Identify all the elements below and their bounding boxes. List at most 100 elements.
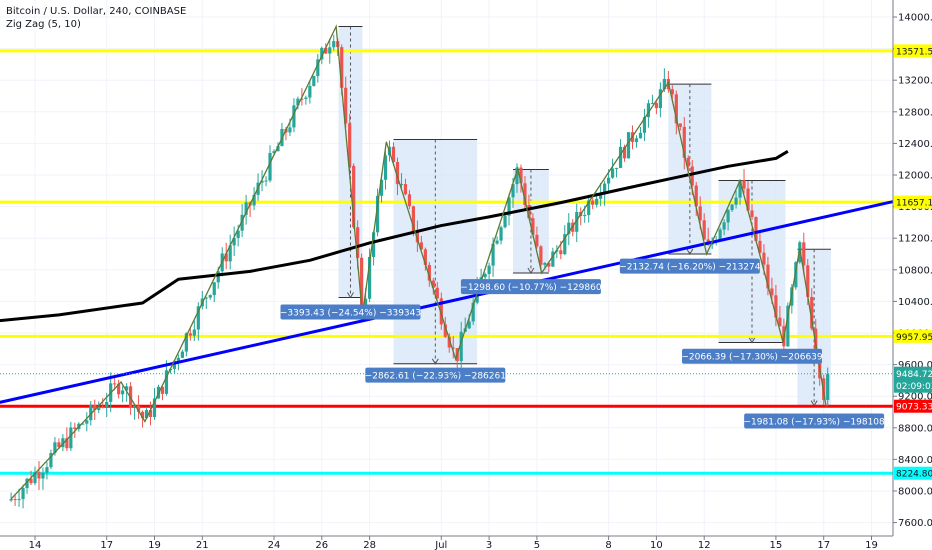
- candle-body: [192, 329, 196, 336]
- candle-body: [503, 215, 507, 228]
- candle-body: [658, 89, 662, 109]
- candle-body: [276, 146, 280, 152]
- trendline[interactable]: [0, 189, 932, 416]
- candle-body: [750, 210, 754, 218]
- candle-body: [551, 251, 555, 267]
- candle-body: [160, 386, 165, 394]
- candle-body: [607, 177, 611, 184]
- candle-body: [742, 180, 746, 189]
- candle-body: [375, 195, 380, 233]
- candle-body: [61, 438, 65, 448]
- candle-body: [65, 438, 69, 449]
- candle-body: [132, 405, 137, 408]
- candle-body: [228, 245, 232, 262]
- candle-body: [81, 423, 85, 425]
- y-tick-label: 11200.00: [898, 234, 932, 245]
- candle-body: [53, 442, 57, 454]
- candle-body: [622, 146, 627, 159]
- candle-body: [814, 328, 818, 352]
- y-tick-label: 8000.00: [898, 487, 932, 498]
- level-tag-label: 13571.57: [896, 47, 932, 57]
- candle-body: [264, 180, 268, 182]
- candle-body: [240, 214, 244, 231]
- x-tick-label: 28: [363, 540, 376, 550]
- candle-body: [348, 123, 352, 166]
- measure-label-text: −2862.61 (−22.93%) −286261: [365, 372, 506, 382]
- candle-body: [140, 411, 145, 419]
- candle-body: [431, 280, 435, 288]
- candle-body: [105, 401, 109, 407]
- candle-body: [324, 47, 328, 54]
- candle-body: [618, 146, 623, 168]
- candle-body: [136, 405, 141, 412]
- candle-body: [778, 317, 782, 327]
- candle-body: [459, 331, 463, 362]
- measure-arrow-head: [431, 358, 439, 365]
- y-tick-label: 8800.00: [898, 423, 932, 434]
- candle-body: [176, 357, 180, 361]
- y-tick-label: 13200.00: [898, 76, 932, 87]
- measure-arrow-head: [686, 248, 694, 255]
- measure-arrow-head: [347, 292, 354, 299]
- candle-body: [49, 453, 53, 468]
- measure-label-text: −2132.74 (−16.20%) −213274: [619, 263, 761, 273]
- candle-body: [563, 234, 567, 255]
- candle-body: [144, 410, 149, 419]
- candle-body: [360, 257, 364, 311]
- candle-body: [487, 265, 491, 274]
- candle-body: [662, 78, 666, 90]
- candle-body: [411, 206, 416, 232]
- candle-body: [786, 305, 790, 347]
- candle-body: [304, 97, 308, 99]
- x-tick-label: 19: [865, 540, 878, 550]
- candle-body: [379, 179, 384, 196]
- candle-body: [407, 194, 412, 207]
- candle-body: [770, 288, 774, 296]
- candle-body: [467, 321, 471, 329]
- candle-body: [37, 472, 41, 479]
- candle-body: [443, 324, 447, 337]
- candle-body: [9, 499, 13, 501]
- x-tick-label: 21: [196, 540, 209, 550]
- ma-line: [0, 150, 789, 323]
- candle-body: [698, 206, 702, 221]
- candle-body: [184, 333, 188, 352]
- candle-body: [686, 157, 690, 167]
- candle-body: [591, 200, 595, 205]
- x-tick-label: Jul: [434, 540, 447, 550]
- candle-body: [451, 347, 455, 349]
- countdown-label: 02:09:03: [896, 382, 932, 392]
- candle-body: [499, 227, 503, 241]
- candle-body: [320, 47, 324, 60]
- symbol-title[interactable]: Bitcoin / U.S. Dollar, 240, COINBASE: [6, 6, 187, 17]
- candle-body: [646, 103, 651, 118]
- candle-body: [224, 253, 228, 262]
- x-tick-label: 15: [770, 540, 783, 550]
- candle-body: [690, 166, 694, 186]
- level-tag: [894, 466, 932, 480]
- time-axis-bg: [0, 536, 932, 550]
- candle-body: [356, 227, 360, 258]
- candle-body: [180, 351, 184, 358]
- x-tick-label: 5: [534, 540, 540, 550]
- candle-body: [802, 242, 806, 266]
- candle-body: [371, 232, 376, 257]
- candle-body: [25, 478, 29, 489]
- x-tick-label: 17: [817, 540, 830, 550]
- indicator-title[interactable]: Zig Zag (5, 10): [6, 19, 81, 30]
- price-axis-bg: [893, 0, 932, 550]
- candle-body: [694, 185, 698, 207]
- candle-body: [57, 442, 61, 448]
- candle-body: [395, 162, 400, 185]
- candle-body: [188, 333, 192, 336]
- measure-label-bg: [682, 348, 822, 364]
- candle-body: [610, 168, 615, 178]
- candle-body: [69, 427, 73, 449]
- level-tag-label: 8224.80: [896, 470, 932, 480]
- candle-body: [539, 246, 543, 265]
- candle-body: [471, 302, 475, 322]
- x-tick-label: 17: [100, 540, 113, 550]
- measure-arrow-head: [748, 337, 756, 344]
